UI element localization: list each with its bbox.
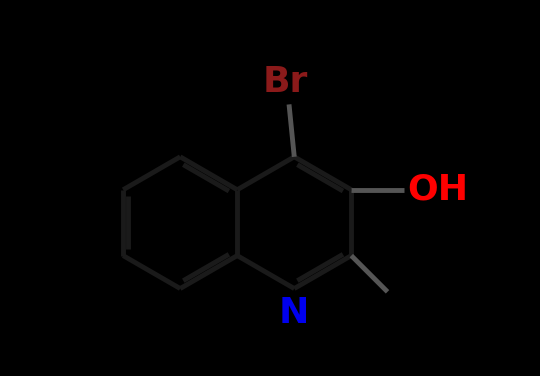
Text: N: N	[279, 296, 309, 331]
Text: Br: Br	[263, 65, 308, 99]
Text: OH: OH	[407, 173, 468, 207]
